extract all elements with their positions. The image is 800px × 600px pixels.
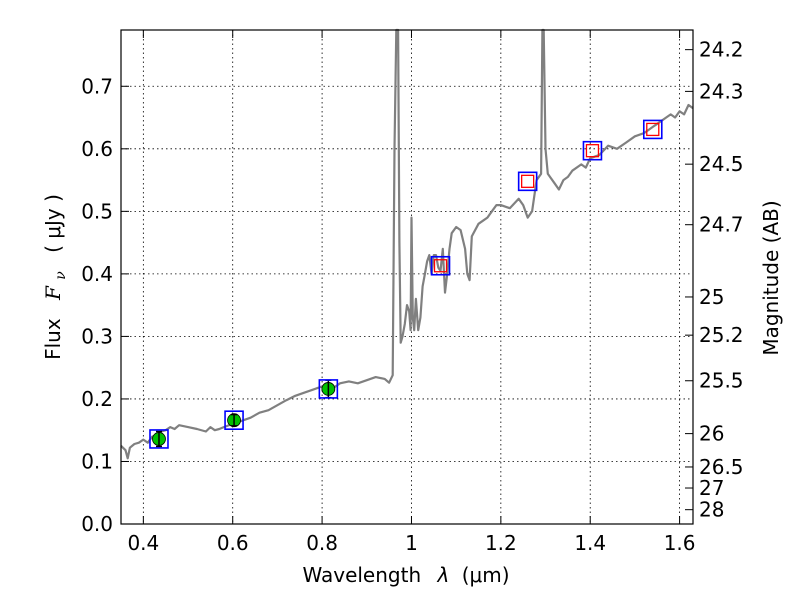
magnitude-tick-label: 25 [699, 285, 724, 309]
y-axis-label-symbol: F [41, 285, 65, 301]
y-tick-label: 0.6 [81, 137, 113, 161]
y-tick-label: 0.0 [81, 512, 113, 536]
magnitude-tick-label: 27 [699, 476, 724, 500]
sed-line [120, 28, 694, 460]
magnitude-tick-label: 26.5 [699, 455, 744, 479]
magnitude-tick-label: 24.2 [699, 38, 744, 62]
x-tick-label: 1.2 [485, 531, 517, 555]
grid [121, 30, 693, 525]
y-tick-label: 0.7 [81, 74, 113, 98]
magnitude-axis-label: Magnitude (AB) [759, 200, 783, 355]
model-marker [517, 171, 538, 192]
y-tick-label: 0.1 [81, 449, 113, 473]
magnitude-tick-label: 25.2 [699, 323, 744, 347]
model-marker [642, 119, 663, 140]
y-axis-label-subscript: ν [53, 271, 69, 280]
limit-marker [521, 174, 535, 188]
plot-frame [120, 29, 694, 525]
x-axis-label-unit: (μm) [462, 563, 510, 587]
limit-marker [585, 144, 600, 158]
y-tick-label: 0.2 [81, 387, 113, 411]
x-tick-label: 1 [405, 531, 418, 555]
magnitude-tick-label: 28 [699, 498, 724, 522]
y-tick-label: 0.5 [81, 199, 113, 223]
limit-marker [433, 259, 448, 273]
x-axis-label-text: Wavelength [302, 563, 421, 587]
x-axis-label-symbol: λ [437, 563, 450, 587]
x-tick-label: 0.6 [217, 531, 249, 555]
limit-marker [646, 122, 660, 137]
x-tick-label: 1.4 [574, 531, 606, 555]
x-axis-label: Wavelength λ (μm) [302, 563, 509, 587]
model-marker [149, 429, 169, 449]
series-layer [120, 28, 694, 460]
magnitude-tick-label: 24.3 [699, 79, 744, 103]
magnitude-tick-label: 25.5 [699, 369, 744, 393]
photometry-layer [149, 119, 663, 449]
y-tick-label: 0.3 [81, 324, 113, 348]
y-axis-label: Flux F ν ( μJy ) [41, 194, 70, 360]
y-tick-label: 0.4 [81, 262, 113, 286]
ticks: 0.4 0.6 0.8 1 1.2 1.4 1.6 0.0 0.1 0.2 0.3 0.4 0.5 0.6… [81, 30, 744, 555]
magnitude-tick-label: 24.5 [699, 152, 744, 176]
x-tick-label: 1.6 [664, 531, 696, 555]
model-marker [318, 379, 339, 399]
magnitude-tick-label: 26 [699, 422, 724, 446]
model-marker [430, 255, 451, 276]
y-axis-label-text: Flux [41, 318, 65, 360]
x-tick-label: 0.8 [306, 531, 338, 555]
y-axis-label-unit: ( μJy ) [41, 194, 65, 253]
magnitude-tick-label: 24.7 [699, 213, 744, 237]
model-marker [224, 410, 244, 430]
x-tick-label: 0.4 [127, 531, 159, 555]
model-marker [582, 140, 603, 161]
